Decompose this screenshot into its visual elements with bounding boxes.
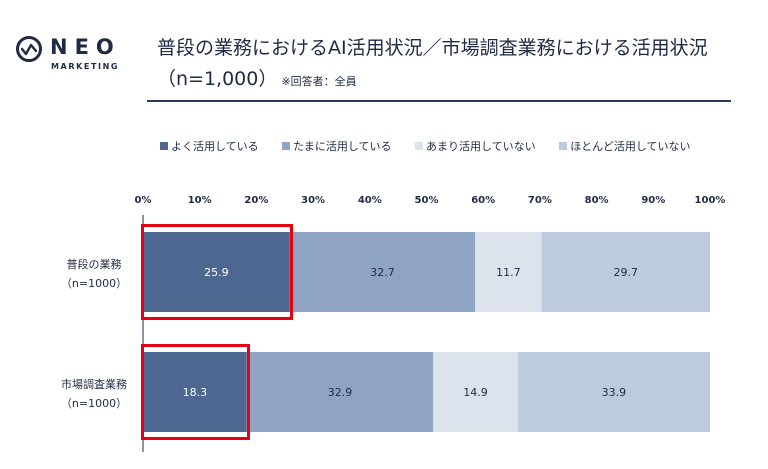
- x-tick-label: 70%: [528, 195, 552, 206]
- legend-swatch: [282, 142, 291, 150]
- row-label-market-research: 市場調査業務 （n=1000）: [48, 375, 140, 413]
- data-label: 32.7: [370, 266, 395, 279]
- legend-swatch: [559, 142, 568, 150]
- data-label: 14.9: [463, 386, 488, 399]
- x-tick-label: 30%: [301, 195, 325, 206]
- bar-segment: [475, 232, 542, 312]
- legend-item-hardly: ほとんど活用していない: [559, 138, 691, 154]
- chart-subtitle-line: （n=1,000） ※回答者：全員: [157, 64, 357, 91]
- data-label: 29.7: [614, 266, 639, 279]
- legend-swatch: [415, 142, 424, 150]
- category-name: 普段の業務: [66, 258, 122, 271]
- logo-pulse-icon: [16, 36, 42, 62]
- legend-item-rarely: あまり活用していない: [415, 138, 536, 154]
- legend-swatch: [160, 142, 168, 150]
- neo-marketing-logo: NEO MARKETING: [16, 35, 136, 80]
- x-tick-label: 60%: [471, 195, 495, 206]
- x-tick-label: 90%: [641, 195, 665, 206]
- bar-segment: [246, 352, 434, 432]
- bar-segment: [517, 352, 710, 432]
- legend-label: たまに活用している: [293, 140, 392, 153]
- x-tick-label: 20%: [244, 195, 268, 206]
- logo-wordmark: NEO: [50, 35, 121, 59]
- chart-legend: よく活用している たまに活用している あまり活用していない ほとんど活用していな…: [160, 138, 711, 154]
- x-tick-label: 100%: [695, 195, 726, 206]
- bar-segment: [289, 232, 476, 312]
- x-tick-label: 50%: [415, 195, 439, 206]
- logo-subtext: MARKETING: [51, 62, 120, 71]
- legend-label: よく活用している: [171, 140, 259, 153]
- bar-segment: [143, 352, 247, 432]
- legend-item-sometimes: たまに活用している: [282, 138, 392, 154]
- chart-title: 普段の業務におけるAI活用状況／市場調査業務における活用状況: [157, 37, 708, 59]
- data-label: 33.9: [602, 386, 627, 399]
- data-label: 25.9: [204, 266, 229, 279]
- bar-segment: [541, 232, 710, 312]
- category-name: 市場調査業務: [61, 378, 127, 391]
- highlight-box-daily-work: [141, 224, 293, 320]
- sample-size: （n=1,000）: [157, 68, 278, 90]
- respondent-note: ※回答者：全員: [281, 75, 357, 88]
- category-n: （n=1000）: [60, 277, 128, 290]
- category-n: （n=1000）: [60, 397, 128, 410]
- x-tick-label: 0%: [135, 195, 152, 206]
- data-label: 18.3: [183, 386, 208, 399]
- x-tick-label: 10%: [188, 195, 212, 206]
- legend-label: あまり活用していない: [426, 140, 536, 153]
- data-label: 32.9: [328, 386, 353, 399]
- data-label: 11.7: [496, 266, 521, 279]
- x-tick-label: 80%: [585, 195, 609, 206]
- bar-segment: [433, 352, 518, 432]
- highlight-box-market-research: [141, 344, 250, 440]
- legend-item-often: よく活用している: [160, 138, 259, 154]
- legend-label: ほとんど活用していない: [570, 140, 691, 153]
- row-label-daily-work: 普段の業務 （n=1000）: [48, 255, 140, 293]
- x-tick-label: 40%: [358, 195, 382, 206]
- title-divider: [147, 100, 731, 102]
- bar-segment: [143, 232, 290, 312]
